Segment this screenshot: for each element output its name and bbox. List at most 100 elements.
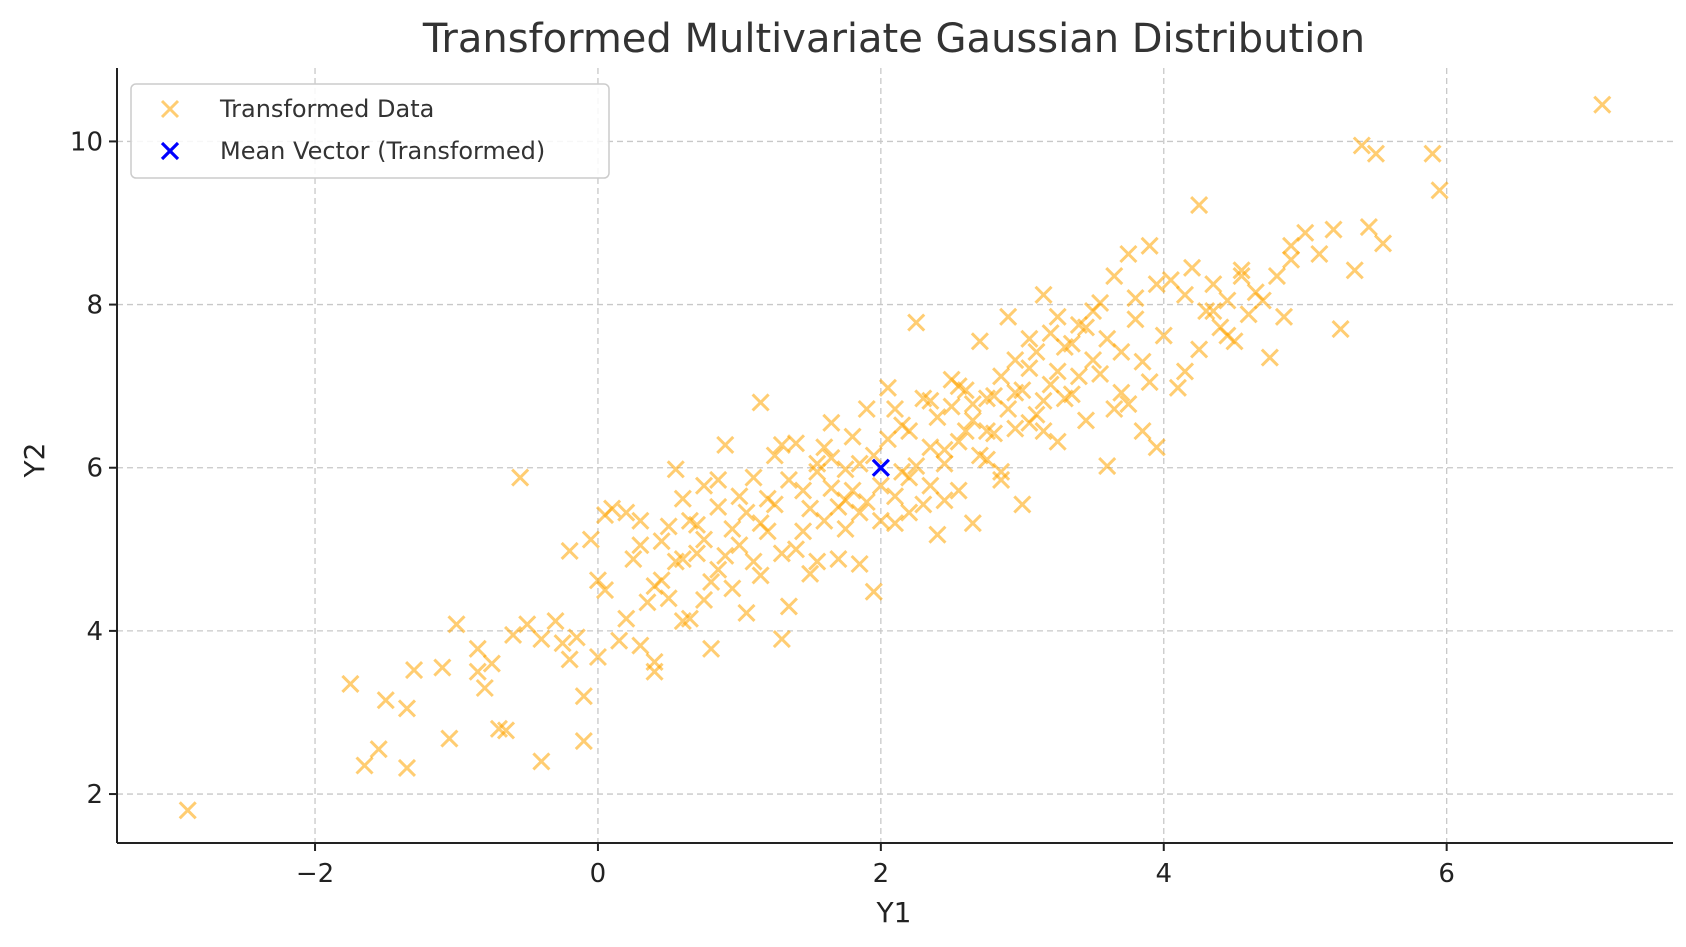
data-point — [553, 634, 572, 653]
data-point — [885, 514, 905, 533]
data-point — [822, 413, 841, 432]
data-point — [963, 514, 982, 533]
data-point — [935, 491, 954, 510]
data-point — [1006, 419, 1025, 438]
data-point — [1331, 319, 1350, 339]
data-point — [1310, 244, 1329, 264]
legend-marker-transformed-data — [160, 99, 180, 119]
data-point — [1062, 334, 1081, 353]
data-point — [702, 639, 721, 658]
data-point — [801, 499, 820, 518]
data-point — [935, 454, 954, 473]
data-point — [397, 758, 417, 778]
data-point — [694, 530, 714, 549]
data-point — [1161, 271, 1180, 290]
data-point — [482, 654, 501, 673]
data-point — [1218, 291, 1237, 310]
data-point — [1098, 457, 1117, 476]
data-point — [977, 421, 997, 441]
data-point — [376, 691, 395, 710]
data-point — [1041, 375, 1060, 394]
data-point — [468, 662, 487, 681]
data-point — [751, 566, 770, 585]
mean-point — [871, 458, 890, 477]
data-point — [178, 801, 197, 820]
data-point — [956, 421, 975, 441]
data-point — [433, 658, 452, 677]
data-point — [822, 448, 841, 468]
data-point — [992, 462, 1011, 481]
x-tick-label: −2 — [296, 859, 334, 889]
data-point — [1112, 342, 1131, 361]
data-point — [1098, 329, 1117, 348]
data-point — [921, 438, 940, 457]
data-point — [652, 532, 671, 551]
data-point — [850, 554, 869, 574]
data-point — [1260, 348, 1279, 367]
data-point — [822, 479, 841, 498]
data-point — [532, 629, 551, 649]
data-point — [1006, 350, 1025, 370]
data-point — [999, 399, 1018, 419]
data-point — [1091, 293, 1110, 313]
data-point — [1020, 413, 1039, 432]
data-point — [992, 470, 1011, 490]
y-tick-label: 6 — [86, 454, 103, 484]
axes: −2 0 2 4 6 2 4 6 8 10 — [70, 68, 1673, 889]
data-point — [1423, 144, 1442, 163]
data-point — [1076, 318, 1096, 337]
data-point — [447, 615, 466, 634]
data-point — [1267, 266, 1286, 286]
data-point — [999, 307, 1018, 326]
data-point — [1593, 95, 1612, 114]
data-point — [1175, 362, 1195, 381]
data-point — [843, 481, 862, 500]
data-point — [914, 495, 933, 514]
data-point — [1020, 359, 1039, 378]
data-point — [617, 503, 636, 522]
data-point — [1232, 266, 1251, 286]
y-tick-label: 4 — [86, 617, 103, 647]
data-point — [687, 544, 707, 563]
x-tick-label: 6 — [1438, 859, 1455, 889]
data-point — [949, 432, 968, 451]
data-point — [928, 525, 947, 544]
data-point — [1373, 234, 1393, 253]
data-point — [1352, 136, 1371, 155]
data-point — [730, 536, 749, 555]
data-point — [631, 511, 650, 530]
data-point — [871, 476, 890, 495]
data-point — [369, 740, 388, 759]
data-point — [1091, 364, 1110, 383]
data-point — [1048, 307, 1067, 326]
data-point — [885, 399, 905, 419]
data-point — [468, 639, 487, 658]
data-point — [900, 421, 919, 441]
data-point — [921, 476, 940, 495]
data-point — [864, 446, 883, 465]
data-point — [638, 593, 657, 612]
data-point — [1147, 275, 1166, 294]
data-point — [864, 582, 883, 601]
data-point — [1055, 389, 1074, 408]
data-point — [751, 514, 770, 533]
data-point — [511, 468, 530, 487]
data-point — [645, 652, 664, 671]
data-point — [404, 660, 424, 680]
data-point — [440, 729, 459, 748]
chart-title: Transformed Multivariate Gaussian Distri… — [422, 16, 1365, 62]
x-tick-label: 4 — [1155, 859, 1172, 889]
data-point — [532, 752, 551, 771]
data-point — [397, 699, 417, 718]
data-point — [878, 378, 897, 397]
data-point — [914, 389, 933, 408]
data-point — [1204, 275, 1223, 294]
data-point — [885, 487, 905, 506]
data-point — [935, 440, 954, 459]
data-point — [574, 731, 593, 751]
data-point — [1282, 250, 1301, 269]
data-point — [793, 481, 813, 500]
data-point — [1168, 378, 1187, 397]
data-point — [546, 612, 565, 631]
